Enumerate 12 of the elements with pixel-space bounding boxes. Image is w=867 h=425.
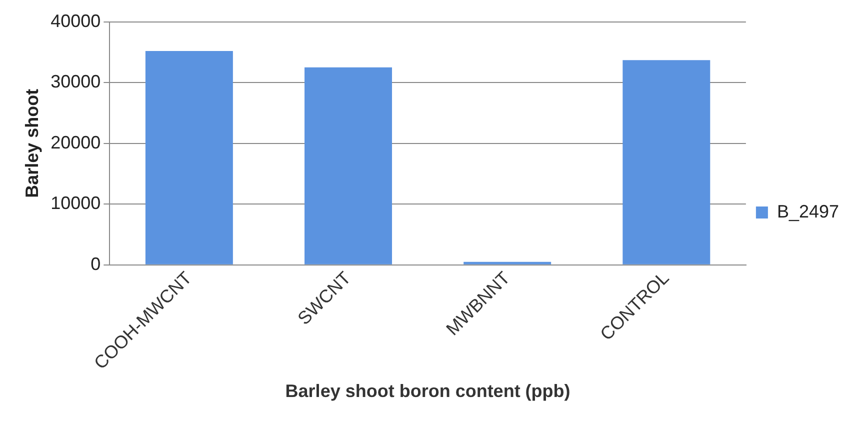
bar — [464, 262, 552, 264]
legend-label: B_2497 — [776, 201, 840, 222]
y-tick-label: 10000 — [50, 193, 101, 214]
y-tick-label: 40000 — [50, 10, 101, 31]
bar — [145, 50, 233, 264]
bar — [622, 60, 710, 264]
bar — [304, 67, 392, 264]
y-axis-title: Barley shoot — [22, 88, 42, 198]
x-axis-title: Barley shoot boron content (ppb) — [285, 381, 570, 402]
y-tick-label: 20000 — [50, 132, 101, 152]
y-tick-label: 30000 — [50, 72, 101, 92]
y-tick-label: 0 — [90, 254, 101, 274]
